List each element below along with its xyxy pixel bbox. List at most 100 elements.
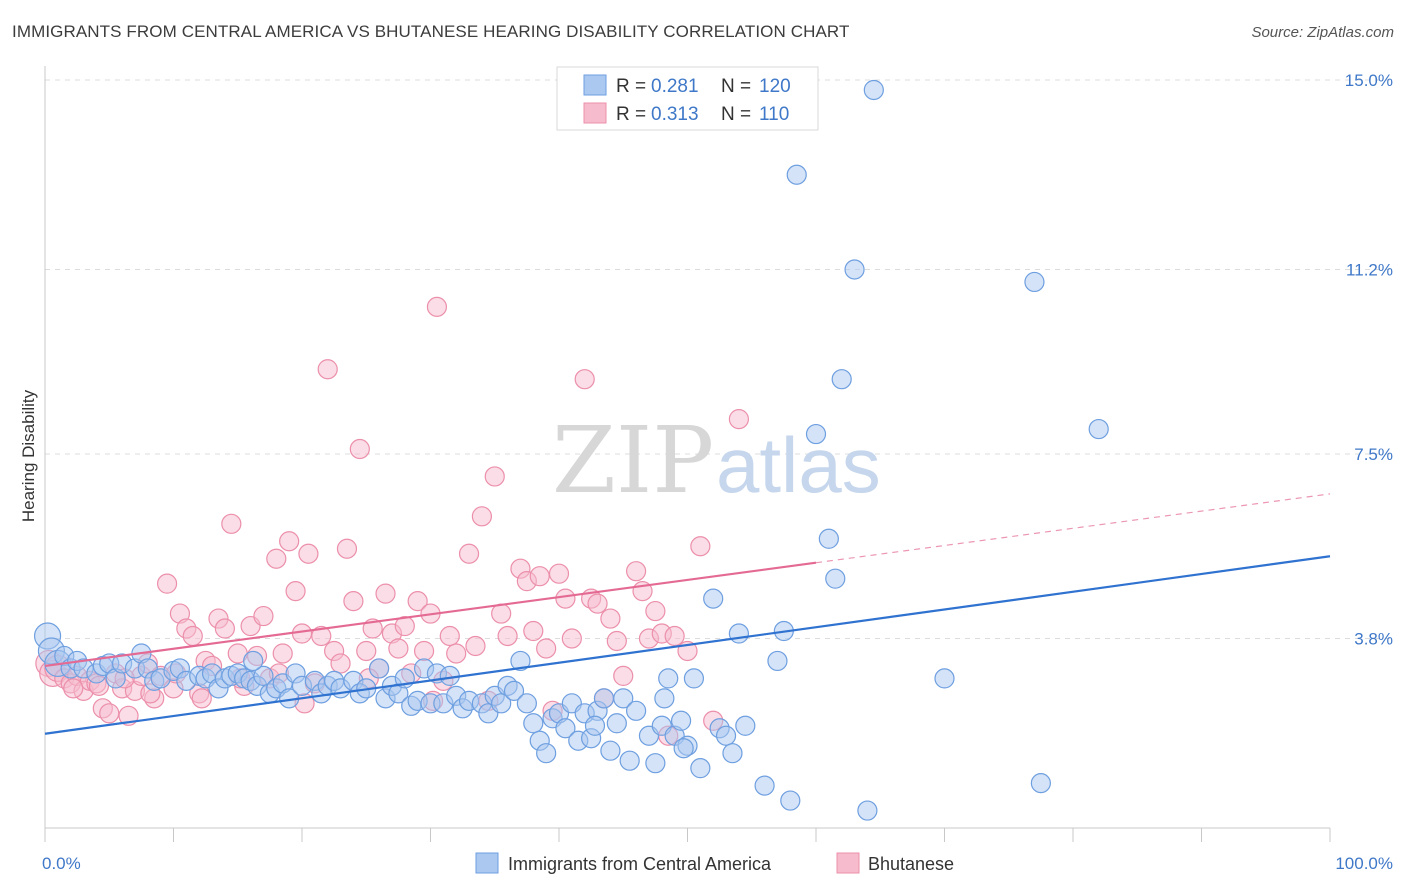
bhutanese-point: [266, 548, 287, 569]
central-america-point: [735, 715, 756, 736]
bhutanese-point: [413, 640, 435, 662]
bhutanese-point: [182, 625, 203, 647]
bhutanese-point: [279, 531, 300, 552]
central-america-point: [555, 718, 576, 739]
central-america-points: [33, 79, 1109, 821]
central-america-point: [593, 688, 615, 709]
bhutanese-point: [491, 603, 512, 624]
central-america-point: [491, 693, 512, 714]
central-america-point: [536, 743, 557, 764]
bhutanese-trend-line: [44, 561, 817, 668]
bhutanese-point: [272, 643, 293, 664]
bhutanese-point: [523, 620, 544, 642]
legend-r-value-blue: 0.281: [651, 76, 699, 97]
watermark-atlas: atlas: [716, 421, 881, 509]
central-america-point: [253, 665, 274, 687]
bottom-legend-swatch-blue: [475, 852, 499, 874]
y-tick-label: 3.8%: [1354, 630, 1393, 649]
central-america-point: [683, 668, 705, 689]
central-america-point: [844, 259, 865, 280]
bhutanese-point: [471, 506, 492, 527]
legend-swatch-blue: [583, 74, 607, 96]
bhutanese-point: [311, 625, 332, 647]
central-america-point: [584, 715, 606, 736]
y-tick-label: 7.5%: [1354, 445, 1393, 464]
legend-swatch-pink: [583, 102, 607, 124]
bhutanese-point: [156, 573, 178, 594]
legend-r-label-pink: R =: [616, 104, 646, 125]
bhutanese-point: [317, 359, 338, 380]
central-america-point: [767, 650, 788, 672]
bhutanese-point: [561, 628, 582, 649]
bhutanese-point: [625, 561, 647, 582]
central-america-trend-line: [44, 555, 1331, 735]
watermark-zip: ZIP: [552, 407, 714, 514]
central-america-point: [825, 568, 846, 589]
central-america-point: [754, 775, 775, 796]
legend-r-value-pink: 0.313: [651, 104, 699, 125]
legend-n-label-pink: N =: [721, 104, 751, 125]
bottom-legend-label-pink: Bhutanese: [868, 854, 954, 874]
bhutanese-point: [388, 638, 409, 659]
x-tick-label-min: 0.0%: [42, 854, 81, 873]
axes: [44, 66, 1331, 842]
central-america-point: [600, 740, 621, 761]
bhutanese-point: [446, 643, 467, 664]
central-america-point: [516, 693, 537, 714]
central-america-point: [503, 680, 525, 701]
central-america-point: [934, 668, 955, 689]
central-america-point: [673, 738, 694, 759]
central-america-point: [670, 710, 692, 731]
central-america-point: [1088, 418, 1109, 440]
central-america-point: [703, 588, 724, 609]
y-tick-labels: 3.8% 7.5% 11.2% 15.0%: [1345, 71, 1393, 649]
legend-n-value-blue: 120: [759, 76, 791, 97]
central-america-point: [654, 688, 675, 709]
bhutanese-point: [99, 703, 120, 724]
central-america-point: [243, 650, 264, 672]
chart-title: IMMIGRANTS FROM CENTRAL AMERICA VS BHUTA…: [12, 22, 850, 41]
central-america-point: [613, 688, 634, 709]
central-america-point: [715, 725, 737, 746]
bhutanese-point: [484, 466, 505, 487]
central-america-point: [619, 750, 640, 771]
central-america-point: [831, 369, 852, 390]
central-america-point: [863, 79, 884, 101]
central-america-point: [645, 753, 666, 774]
bhutanese-point: [690, 536, 711, 557]
bhutanese-point: [497, 625, 518, 647]
legend: R = 0.281 N = 120 R = 0.313 N = 110: [556, 66, 819, 131]
bhutanese-trend-extension: [815, 493, 1331, 564]
bhutanese-point: [285, 581, 306, 602]
bhutanese-point: [63, 678, 84, 699]
central-america-point: [369, 658, 390, 679]
bhutanese-point: [253, 605, 274, 627]
central-america-point: [722, 743, 743, 764]
source-label: Source: ZipAtlas.com: [1251, 24, 1394, 41]
legend-r-label-blue: R =: [616, 76, 646, 97]
central-america-point: [510, 650, 531, 672]
bhutanese-point: [606, 630, 627, 652]
central-america-point: [780, 790, 801, 811]
central-america-point: [606, 713, 627, 734]
bhutanese-point: [458, 543, 480, 564]
central-america-point: [786, 164, 807, 185]
y-tick-label: 11.2%: [1346, 260, 1393, 279]
bhutanese-point: [529, 566, 550, 587]
legend-n-label-blue: N =: [721, 76, 751, 97]
bhutanese-point: [426, 296, 448, 317]
bhutanese-point: [613, 665, 634, 687]
bhutanese-point: [330, 653, 351, 674]
bottom-legend-swatch-pink: [836, 852, 860, 874]
bhutanese-point: [439, 625, 460, 647]
y-tick-label: 15.0%: [1345, 71, 1393, 90]
bhutanese-point: [548, 563, 570, 584]
bhutanese-point: [394, 615, 415, 637]
bhutanese-point: [574, 369, 595, 390]
bhutanese-point: [298, 543, 319, 564]
bhutanese-point: [407, 591, 428, 612]
bottom-legend-label-blue: Immigrants from Central America: [508, 854, 772, 874]
bhutanese-point: [343, 591, 364, 612]
central-america-point: [1024, 271, 1045, 293]
bhutanese-point: [191, 688, 212, 709]
